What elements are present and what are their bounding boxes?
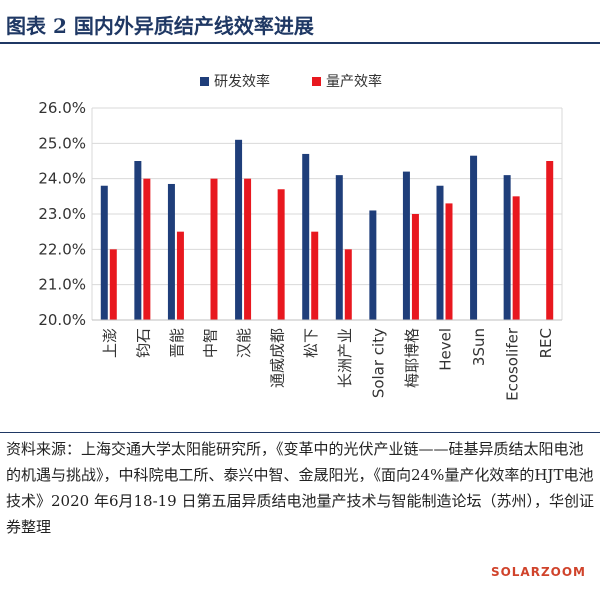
legend-label: 量产效率 xyxy=(326,73,382,90)
bar xyxy=(100,185,108,320)
x-tick-label: 上澎 xyxy=(101,328,119,358)
legend-swatch xyxy=(200,77,209,86)
legend-swatch xyxy=(312,77,321,86)
chart-grid xyxy=(91,107,563,321)
y-tick-label: 23.0% xyxy=(38,205,86,223)
y-tick-label: 26.0% xyxy=(38,99,86,117)
bar xyxy=(411,214,419,320)
y-axis: 20.0% 21.0% 22.0% 23.0% 24.0% 25.0% 26.0% xyxy=(38,99,86,329)
bar xyxy=(470,155,478,320)
bar xyxy=(436,185,444,320)
x-axis: 上澎 钧石 晋能 中智 汉能 通威成都 松下 长洲产业 Solar city 梅耶博格 Hevel 3… xyxy=(92,319,562,401)
bar xyxy=(302,153,310,320)
x-tick-label: 汉能 xyxy=(235,328,253,358)
bar xyxy=(176,231,184,320)
y-tick-label: 22.0% xyxy=(38,240,86,258)
bar xyxy=(335,175,343,320)
x-tick-label: 3Sun xyxy=(470,328,488,366)
bar xyxy=(143,178,151,320)
y-tick-label: 25.0% xyxy=(38,134,86,152)
x-tick-label: 钧石 xyxy=(134,328,152,358)
x-tick-label: Hevel xyxy=(437,328,455,371)
y-tick-label: 20.0% xyxy=(38,311,86,329)
bar xyxy=(235,139,243,320)
bar xyxy=(244,178,252,320)
bars xyxy=(100,139,554,320)
bar xyxy=(546,161,554,320)
watermark: SOLARZOOM xyxy=(490,565,586,579)
x-tick-label: 长洲产业 xyxy=(336,328,354,388)
legend-label: 研发效率 xyxy=(214,73,270,90)
bar-chart: 研发效率 量产效率 20.0%21.0%22.0%23.0%24.0%25.0%2… xyxy=(38,73,563,401)
bar xyxy=(503,175,511,320)
x-tick-label: 晋能 xyxy=(168,328,186,358)
source-note: 资料来源：上海交通大学太阳能研究所，《变革中的光伏产业链——硅基异质结太阳电池的… xyxy=(6,440,594,536)
x-tick-label: 通威成都 xyxy=(269,328,287,388)
title-bar: 图表 2 国内外异质结产线效率进展 xyxy=(0,0,600,44)
y-tick-label: 21.0% xyxy=(38,276,86,294)
x-tick-label: 中智 xyxy=(202,328,220,358)
bar xyxy=(369,210,377,320)
bar xyxy=(210,178,218,320)
bar xyxy=(167,183,175,320)
bar xyxy=(402,171,410,320)
bar xyxy=(512,196,520,320)
chart-legend: 研发效率 量产效率 xyxy=(200,73,382,90)
bar xyxy=(311,231,319,320)
bar xyxy=(109,249,117,320)
x-tick-label: REC xyxy=(537,328,555,358)
bar xyxy=(344,249,352,320)
bar xyxy=(134,161,142,320)
x-tick-label: 松下 xyxy=(302,328,320,358)
title-divider xyxy=(0,42,600,44)
bar xyxy=(445,203,453,320)
bar xyxy=(277,189,285,320)
x-tick-label: Solar city xyxy=(369,328,387,398)
y-tick-label: 24.0% xyxy=(38,170,86,188)
x-tick-label: 梅耶博格 xyxy=(403,328,421,388)
figure-title: 图表 2 国内外异质结产线效率进展 xyxy=(6,14,314,38)
x-tick-label: Ecosolifer xyxy=(504,327,522,401)
source-divider xyxy=(0,432,600,433)
